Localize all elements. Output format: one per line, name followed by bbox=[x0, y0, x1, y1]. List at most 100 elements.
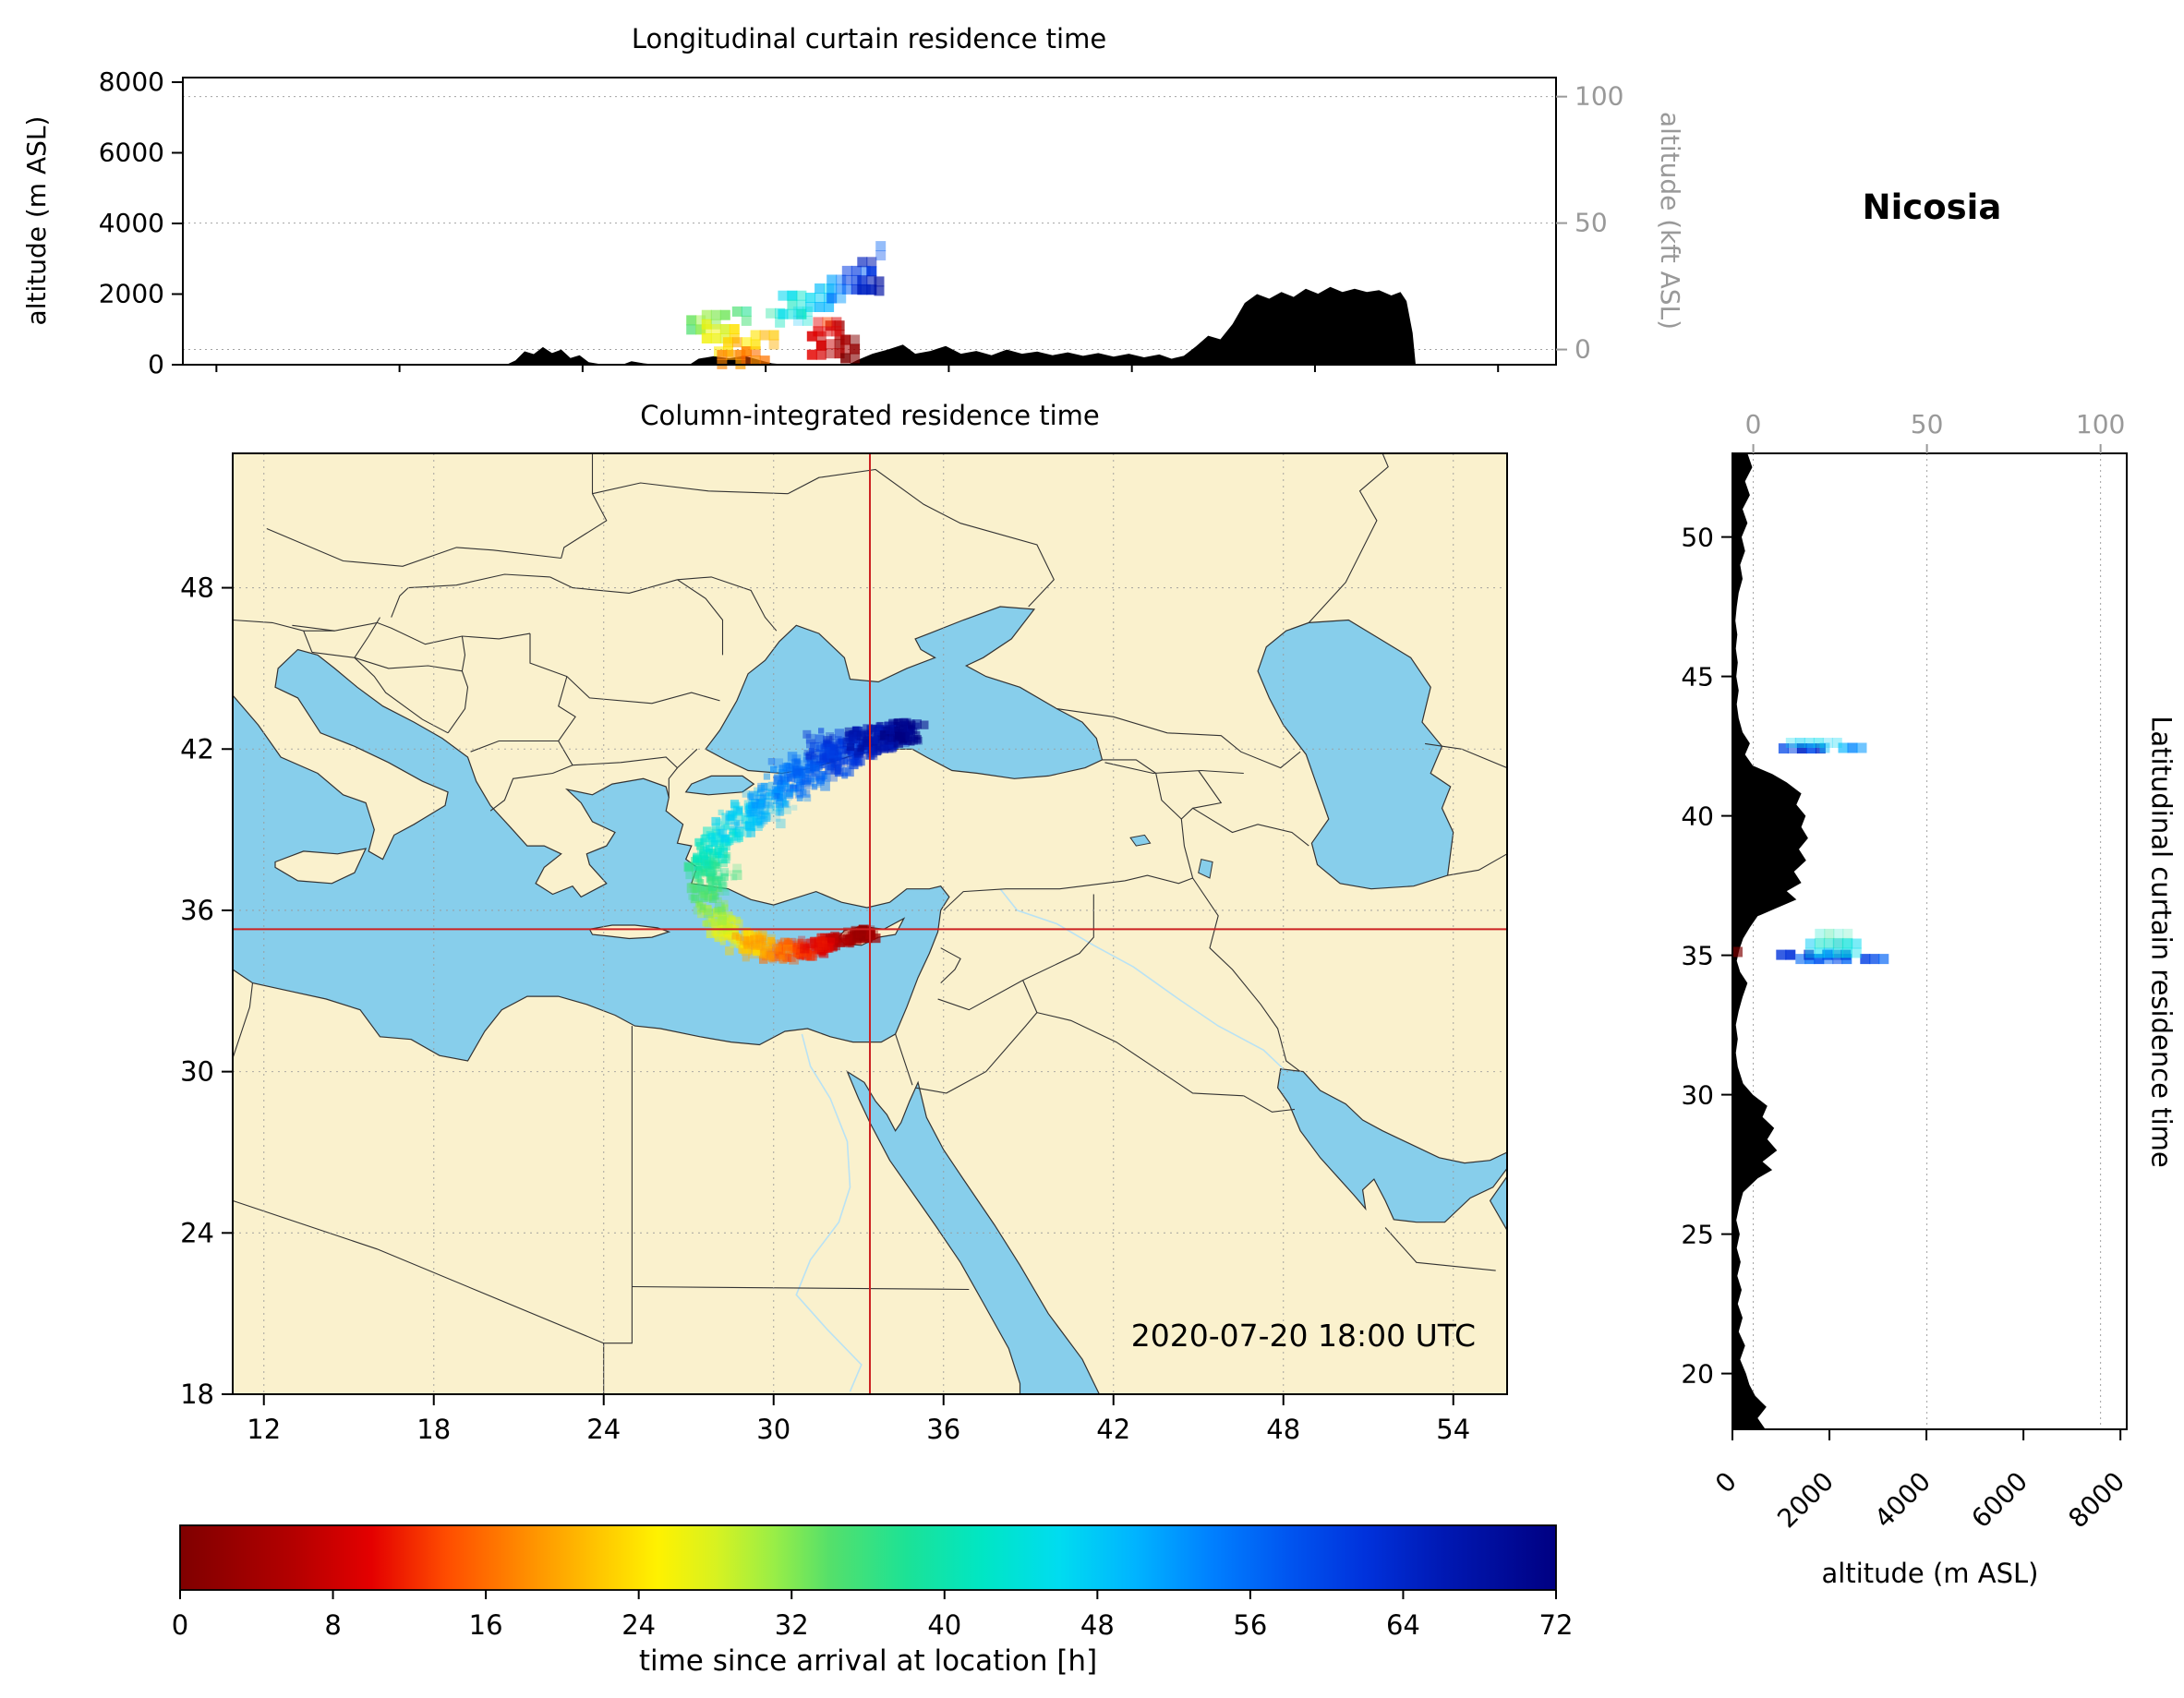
country-border bbox=[677, 576, 778, 632]
tick-label: 20 bbox=[1681, 1359, 1714, 1390]
tick-label: 30 bbox=[180, 1056, 214, 1088]
longitudinal-curtain-panel: 0 2000 4000 6000 8000 0 50 100 bbox=[99, 66, 1624, 379]
colorbar: 0 8 16 24 32 40 48 56 64 72 bbox=[172, 1524, 1574, 1641]
map-timestamp: 2020-07-20 18:00 UTC bbox=[1130, 1318, 1476, 1354]
country-border bbox=[572, 748, 698, 769]
tick-label: 8000 bbox=[99, 66, 164, 97]
tick-label: 48 bbox=[180, 572, 214, 604]
country-border bbox=[943, 874, 1193, 911]
colorbar-label: time since arrival at location [h] bbox=[638, 1644, 1098, 1678]
tick-label: 50 bbox=[1911, 409, 1944, 440]
country-border bbox=[940, 947, 961, 983]
tick-label: 40 bbox=[1681, 801, 1714, 832]
country-border bbox=[354, 656, 449, 734]
latitudinal-curtain-panel: 0 50 100 20 25 30 35 40 45 50 0 2000 4000 6000 8000 bbox=[1681, 409, 2130, 1534]
tick-label: 24 bbox=[180, 1217, 214, 1248]
country-border bbox=[1022, 980, 1038, 1013]
country-border bbox=[1192, 877, 1301, 1073]
tick-label: 8000 bbox=[2062, 1466, 2130, 1535]
tick-label: 18 bbox=[180, 1379, 214, 1410]
sea-caspian bbox=[1257, 619, 1454, 890]
tick-label: 45 bbox=[1681, 662, 1714, 692]
country-border bbox=[461, 635, 466, 671]
tick-label: 50 bbox=[1681, 523, 1714, 553]
longitudinal-curtain-title: Longitudinal curtain residence time bbox=[631, 23, 1107, 54]
country-border bbox=[668, 767, 678, 798]
tick-label: 0 bbox=[172, 1609, 188, 1641]
river bbox=[999, 888, 1285, 1070]
tick-label: 30 bbox=[1681, 1080, 1714, 1111]
country-border bbox=[549, 576, 678, 594]
country-border bbox=[1447, 853, 1507, 876]
country-border bbox=[1180, 770, 1223, 820]
terrain-profile-latitude bbox=[1732, 453, 1808, 1429]
tick-label: 42 bbox=[1096, 1414, 1130, 1445]
country-border bbox=[603, 1286, 633, 1394]
sea-red_sea bbox=[846, 1070, 1101, 1394]
tick-label: 4000 bbox=[1868, 1466, 1937, 1535]
country-border bbox=[1384, 1227, 1496, 1271]
map-title: Column-integrated residence time bbox=[640, 400, 1100, 431]
station-title: Nicosia bbox=[1862, 187, 2002, 227]
tick-label: 0 bbox=[1709, 1466, 1743, 1499]
tick-label: 16 bbox=[469, 1609, 503, 1641]
country-border bbox=[677, 579, 724, 656]
country-border bbox=[592, 482, 789, 495]
country-border bbox=[1192, 807, 1309, 847]
country-border bbox=[566, 676, 720, 704]
country-border bbox=[391, 587, 409, 618]
tick-label: 2000 bbox=[99, 278, 164, 308]
tick-label: 2000 bbox=[1771, 1466, 1840, 1535]
country-border bbox=[1022, 894, 1094, 981]
tick-label: 6000 bbox=[99, 137, 164, 167]
map-panel: 12 18 24 30 36 42 48 54 18 24 30 36 42 48 bbox=[180, 452, 1508, 1445]
tick-label: 100 bbox=[2076, 409, 2125, 440]
country-border bbox=[408, 573, 550, 589]
tick-label: 8 bbox=[324, 1609, 341, 1641]
country-border bbox=[1243, 1095, 1296, 1113]
country-border bbox=[266, 527, 561, 567]
plume-latitude bbox=[1732, 738, 1889, 965]
tick-label: 48 bbox=[1266, 1414, 1300, 1445]
island bbox=[274, 848, 368, 885]
country-border bbox=[1056, 708, 1301, 769]
tick-label: 6000 bbox=[1965, 1466, 2033, 1535]
latitudinal-curtain-xlabel: altitude (m ASL) bbox=[1821, 1558, 2039, 1589]
tick-label: 54 bbox=[1436, 1414, 1470, 1445]
plume-longitude bbox=[686, 241, 887, 369]
country-border bbox=[632, 1285, 970, 1291]
country-border bbox=[233, 619, 335, 632]
tick-label: 64 bbox=[1386, 1609, 1420, 1641]
tick-label: 18 bbox=[416, 1414, 451, 1445]
tick-label: 100 bbox=[1575, 81, 1623, 112]
tick-label: 32 bbox=[775, 1609, 809, 1641]
country-border bbox=[1104, 762, 1244, 775]
country-border bbox=[895, 1033, 913, 1086]
lake bbox=[1198, 858, 1213, 879]
sea-black_sea bbox=[705, 606, 1104, 779]
tick-label: 4000 bbox=[99, 208, 164, 238]
tick-label: 40 bbox=[927, 1609, 961, 1641]
tick-label: 72 bbox=[1539, 1609, 1574, 1641]
sea-marmara bbox=[684, 775, 755, 796]
tick-label: 0 bbox=[1575, 334, 1591, 365]
tick-label: 24 bbox=[586, 1414, 621, 1445]
lake bbox=[1129, 834, 1152, 847]
tick-label: 30 bbox=[756, 1414, 790, 1445]
country-border bbox=[489, 765, 573, 812]
country-border bbox=[292, 621, 531, 645]
tick-label: 35 bbox=[1681, 941, 1714, 971]
country-border bbox=[1180, 818, 1194, 879]
longitudinal-curtain-ylabel: altitude (m ASL) bbox=[21, 115, 52, 326]
country-border bbox=[1308, 453, 1389, 623]
country-border bbox=[311, 617, 380, 658]
tick-label: 0 bbox=[148, 349, 164, 379]
terrain-profile-longitude bbox=[183, 286, 1556, 365]
latitudinal-curtain-right-label: Latitudinal curtain residence time bbox=[2145, 716, 2178, 1168]
tick-label: 25 bbox=[1681, 1220, 1714, 1250]
country-border bbox=[470, 740, 559, 753]
tick-label: 36 bbox=[926, 1414, 960, 1445]
tick-label: 42 bbox=[180, 733, 214, 765]
